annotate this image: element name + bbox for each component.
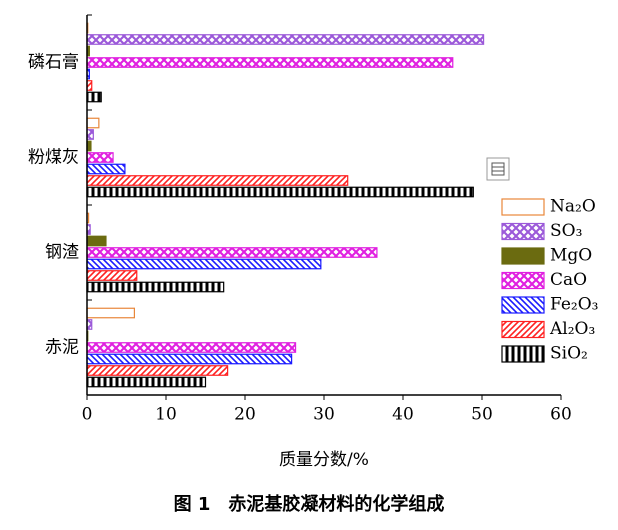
- legend-label: SO₃: [550, 221, 582, 241]
- legend-swatch: [501, 198, 545, 216]
- bar: [86, 152, 114, 163]
- x-tick-label: 50: [471, 405, 493, 425]
- bar: [86, 91, 102, 103]
- bar: [86, 270, 138, 281]
- legend-label: SiO₂: [550, 344, 588, 364]
- legend-label: Na₂O: [550, 197, 596, 217]
- legend-swatch: [501, 320, 545, 339]
- bar: [86, 175, 349, 186]
- x-tick-label: 0: [82, 405, 93, 425]
- bar: [86, 353, 293, 365]
- bar: [86, 129, 94, 140]
- bar: [86, 365, 229, 376]
- y-tick-label: 粉煤灰: [28, 148, 79, 168]
- legend-label: Fe₂O₃: [550, 295, 599, 315]
- icon: [486, 157, 510, 181]
- y-tick-label: 磷石膏: [28, 52, 79, 73]
- caption: 图 1 赤泥基胶凝材料的化学组成: [174, 493, 445, 515]
- bar: [86, 117, 100, 129]
- y-tick-label: 赤泥: [45, 338, 79, 358]
- bar: [86, 57, 454, 68]
- x-tick-label: 60: [550, 405, 572, 425]
- bar: [86, 247, 378, 258]
- legend-label: Al₂O₃: [549, 319, 595, 339]
- legend-swatch: [501, 247, 545, 265]
- bar: [86, 186, 474, 198]
- bar: [86, 376, 207, 388]
- x-tick-label: 10: [155, 405, 177, 425]
- bar: [86, 34, 485, 45]
- legend-swatch: [501, 222, 545, 241]
- bar: [86, 258, 322, 270]
- legend-swatch: [501, 296, 545, 314]
- legend-label: CaO: [550, 270, 587, 290]
- bar: [86, 342, 297, 353]
- x-tick-label: 30: [313, 405, 335, 425]
- x-tick-label: 20: [234, 405, 256, 425]
- bar: [86, 163, 126, 175]
- bar: [86, 307, 136, 319]
- y-tick-label: 钢渣: [45, 243, 79, 263]
- legend-label: MgO: [550, 246, 592, 266]
- bar: [86, 281, 225, 293]
- legend-swatch: [501, 271, 545, 290]
- bar: [86, 235, 107, 247]
- x-tick-label: 40: [392, 405, 414, 425]
- x-axis-label: 质量分数/%: [279, 450, 369, 470]
- legend-swatch: [501, 345, 545, 363]
